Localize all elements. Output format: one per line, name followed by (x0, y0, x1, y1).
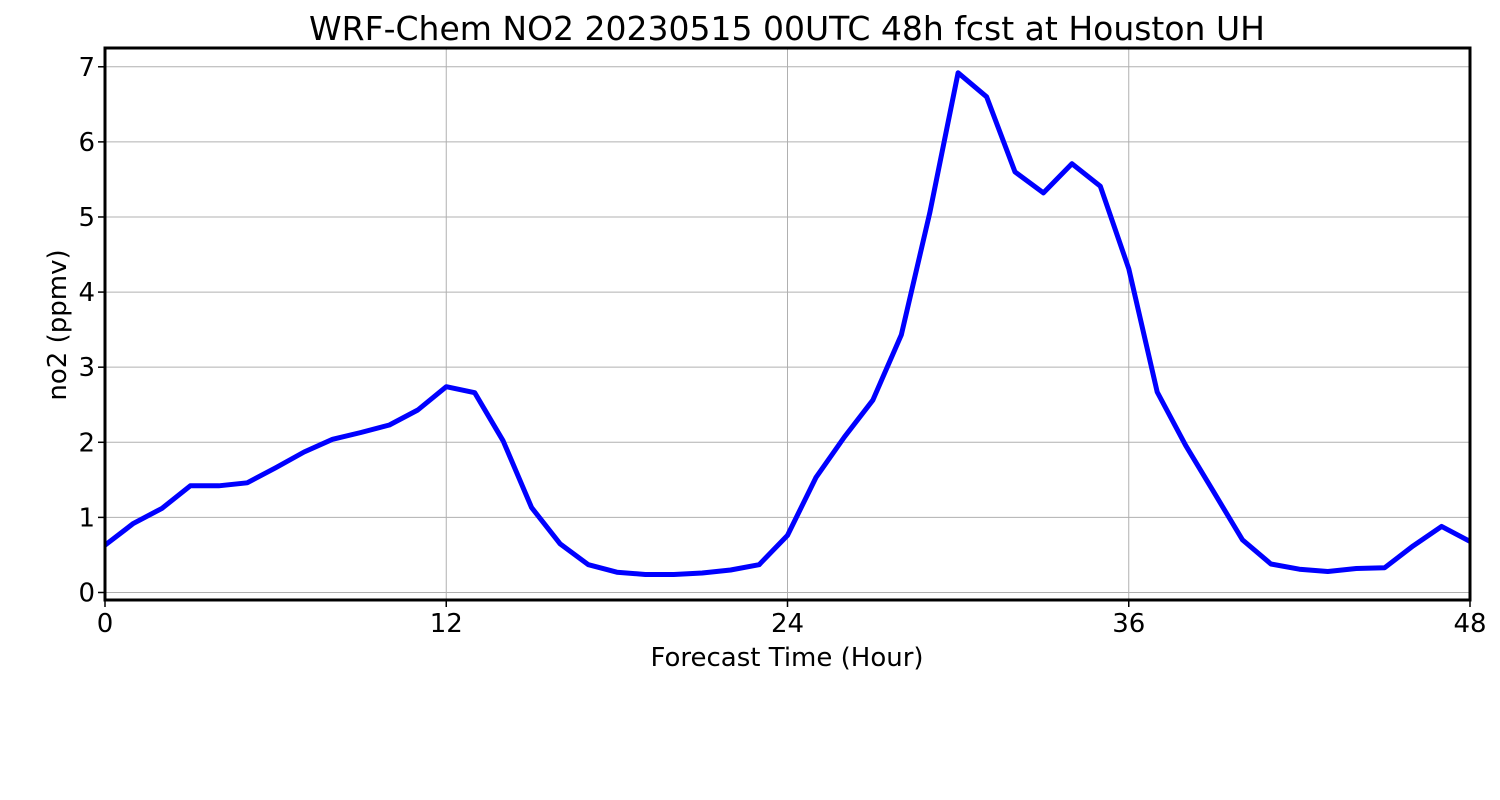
x-axis-label: Forecast Time (Hour) (650, 643, 923, 673)
y-tick-label: 2 (78, 428, 95, 458)
y-axis-label: no2 (ppmv) (43, 249, 73, 400)
y-tick-label: 1 (78, 503, 95, 533)
x-tick-label: 0 (97, 609, 114, 639)
chart-title: WRF-Chem NO2 20230515 00UTC 48h fcst at … (309, 9, 1265, 48)
x-tick-label: 12 (430, 609, 463, 639)
series-group (103, 70, 1472, 577)
y-tick-label: 3 (78, 353, 95, 383)
y-tick-label: 5 (78, 203, 95, 233)
y-axis-ticks: 0 1 2 3 4 5 6 7 (78, 53, 105, 608)
x-tick-label: 36 (1112, 609, 1145, 639)
grid-lines (104, 48, 1471, 600)
no2-series-line (103, 70, 1472, 577)
x-tick-label: 24 (771, 609, 804, 639)
y-tick-label: 7 (78, 53, 95, 83)
y-tick-label: 6 (78, 128, 95, 158)
y-tick-label: 0 (78, 578, 95, 608)
x-tick-label: 48 (1453, 609, 1486, 639)
x-axis-ticks: 0 12 24 36 48 (97, 600, 1487, 639)
y-tick-label: 4 (78, 278, 95, 308)
